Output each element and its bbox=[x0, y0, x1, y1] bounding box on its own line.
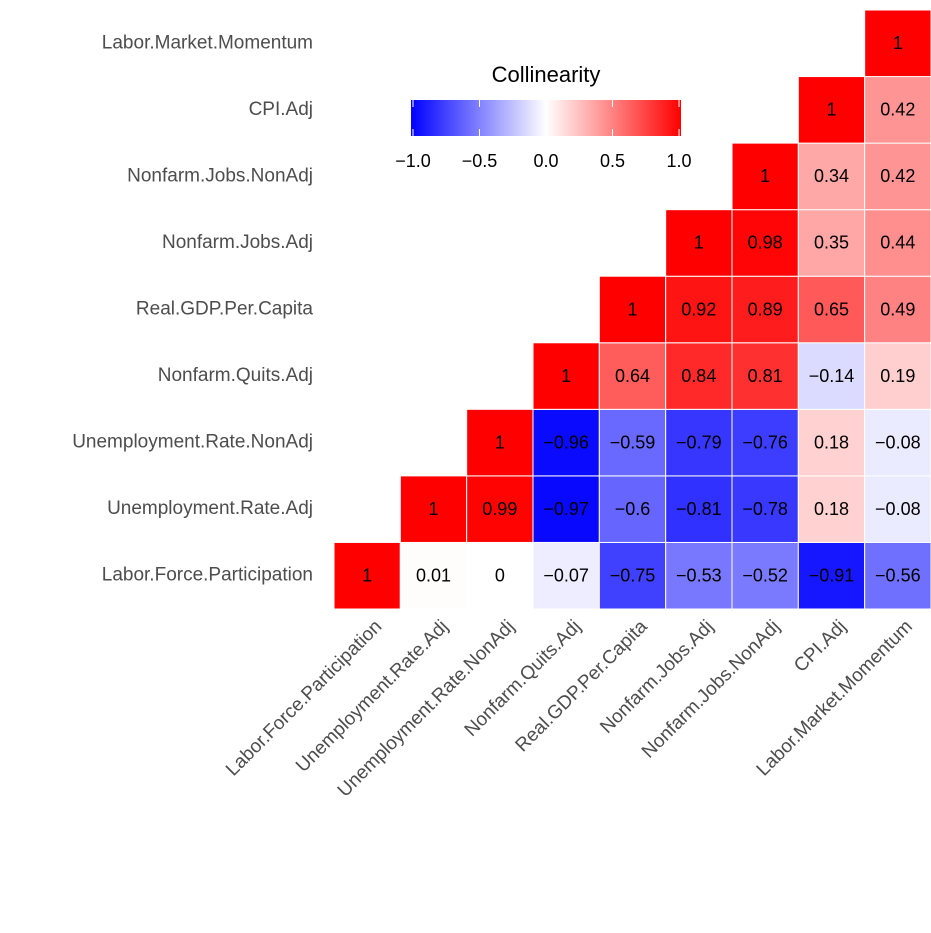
cell-label: 1 bbox=[893, 33, 903, 53]
cell-label: −0.91 bbox=[809, 565, 855, 585]
cell-label: −0.08 bbox=[875, 499, 921, 519]
cell bbox=[731, 541, 799, 610]
cell bbox=[864, 209, 931, 277]
y-tick-label: Labor.Force.Participation bbox=[102, 565, 313, 586]
y-tick-label: Unemployment.Rate.NonAdj bbox=[72, 432, 313, 453]
cell bbox=[665, 541, 733, 610]
cell bbox=[399, 475, 468, 543]
cell-label: 0.84 bbox=[681, 366, 716, 386]
cell-label: 1 bbox=[694, 233, 704, 253]
cell-label: 0.18 bbox=[814, 499, 849, 519]
cell bbox=[864, 142, 931, 211]
cell-label: 0.92 bbox=[681, 299, 716, 319]
cell-label: 0.18 bbox=[814, 432, 849, 452]
cell-label: 0.81 bbox=[748, 366, 783, 386]
cell bbox=[532, 342, 600, 410]
cell-label: −0.59 bbox=[610, 432, 656, 452]
cell-label: 1 bbox=[561, 366, 571, 386]
cell bbox=[532, 475, 600, 543]
y-tick-label: Nonfarm.Jobs.Adj bbox=[162, 232, 313, 253]
cell-label: 0.34 bbox=[814, 166, 849, 186]
cell-label: 0.98 bbox=[748, 233, 783, 253]
cell-label: 0.65 bbox=[814, 299, 849, 319]
colorbar-tick-label: −0.5 bbox=[462, 151, 498, 171]
cell-label: 0.42 bbox=[880, 166, 915, 186]
cell-label: 0.19 bbox=[880, 366, 915, 386]
cell bbox=[797, 475, 866, 543]
legend-title: Collinearity bbox=[492, 62, 601, 87]
cell bbox=[731, 209, 799, 277]
x-tick-label: Nonfarm.Jobs.Adj bbox=[596, 616, 718, 738]
y-tick-label: Real.GDP.Per.Capita bbox=[136, 299, 314, 320]
cell-label: 1 bbox=[428, 499, 438, 519]
cell-label: 0.44 bbox=[880, 233, 915, 253]
cell bbox=[731, 408, 799, 477]
cell-label: −0.76 bbox=[742, 432, 788, 452]
cell-label: −0.75 bbox=[610, 565, 656, 585]
cell-label: 1 bbox=[760, 166, 770, 186]
cell bbox=[797, 342, 866, 410]
y-tick-label: Labor.Market.Momentum bbox=[102, 32, 313, 53]
cell bbox=[532, 408, 600, 477]
cell-label: −0.6 bbox=[615, 499, 651, 519]
cell bbox=[665, 209, 733, 277]
cell-label: −0.14 bbox=[809, 366, 855, 386]
cell-label: −0.79 bbox=[676, 432, 722, 452]
y-tick-label: Nonfarm.Jobs.NonAdj bbox=[127, 165, 313, 186]
cell bbox=[466, 475, 534, 543]
cell bbox=[665, 475, 733, 543]
cell-label: 1 bbox=[627, 299, 637, 319]
cell-label: −0.56 bbox=[875, 565, 921, 585]
cell-label: −0.96 bbox=[543, 432, 589, 452]
cell-label: 0.99 bbox=[482, 499, 517, 519]
cell-label: −0.81 bbox=[676, 499, 722, 519]
cell-label: 1 bbox=[826, 100, 836, 120]
cell-label: 0.01 bbox=[416, 565, 451, 585]
cell bbox=[797, 408, 866, 477]
cell-label: 0.49 bbox=[880, 299, 915, 319]
y-tick-label: Nonfarm.Quits.Adj bbox=[158, 365, 313, 386]
cell-label: 1 bbox=[362, 565, 372, 585]
cell-label: 0.42 bbox=[880, 100, 915, 120]
colorbar-tick-label: −1.0 bbox=[395, 151, 431, 171]
colorbar-tick-label: 0.5 bbox=[600, 151, 625, 171]
cell bbox=[598, 408, 667, 477]
colorbar-tick-label: 0.0 bbox=[533, 151, 558, 171]
x-tick-label: CPI.Adj bbox=[790, 616, 850, 676]
x-tick-label: Real.GDP.Per.Capita bbox=[512, 616, 652, 756]
cell bbox=[864, 9, 931, 78]
cell-label: −0.07 bbox=[543, 565, 589, 585]
cell bbox=[864, 408, 931, 477]
cell-label: −0.08 bbox=[875, 432, 921, 452]
cell bbox=[731, 275, 799, 344]
cell-label: 1 bbox=[495, 432, 505, 452]
colorbar-tick-label: 1.0 bbox=[666, 151, 691, 171]
cell bbox=[797, 142, 866, 211]
y-tick-label: Unemployment.Rate.Adj bbox=[107, 498, 313, 519]
cell bbox=[466, 408, 534, 477]
cell bbox=[598, 541, 667, 610]
cell bbox=[598, 275, 667, 344]
cell bbox=[665, 342, 733, 410]
y-tick-label: CPI.Adj bbox=[249, 99, 313, 120]
cell-label: 0.64 bbox=[615, 366, 650, 386]
cell-label: −0.52 bbox=[742, 565, 788, 585]
cell bbox=[333, 541, 401, 610]
cell bbox=[665, 408, 733, 477]
x-tick-label: Nonfarm.Quits.Adj bbox=[461, 616, 586, 741]
cell-label: 0.35 bbox=[814, 233, 849, 253]
cell-label: 0 bbox=[495, 565, 505, 585]
cell-label: −0.78 bbox=[742, 499, 788, 519]
cell-label: −0.53 bbox=[676, 565, 722, 585]
x-tick-label: Nonfarm.Jobs.NonAdj bbox=[638, 616, 784, 762]
cell bbox=[864, 342, 931, 410]
cell-label: 0.89 bbox=[748, 299, 783, 319]
cell bbox=[864, 475, 931, 543]
cell bbox=[731, 142, 799, 211]
cell bbox=[864, 541, 931, 610]
cell bbox=[731, 475, 799, 543]
cell bbox=[598, 475, 667, 543]
cell-label: −0.97 bbox=[543, 499, 589, 519]
